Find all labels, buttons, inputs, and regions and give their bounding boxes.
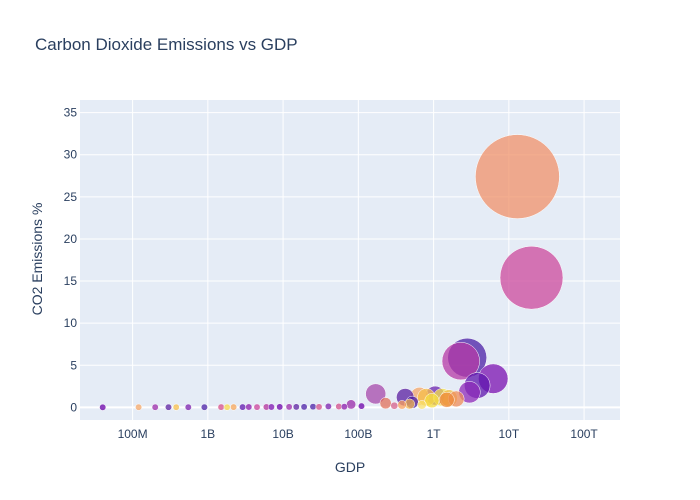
data-point[interactable] <box>358 402 365 410</box>
data-point[interactable] <box>172 403 180 411</box>
data-point[interactable] <box>285 403 293 411</box>
data-point[interactable] <box>340 403 348 411</box>
y-tick-label: 25 <box>64 190 78 204</box>
y-tick-label: 5 <box>70 358 77 372</box>
data-point[interactable] <box>276 403 284 411</box>
y-tick-label: 10 <box>64 316 78 330</box>
data-point[interactable] <box>475 134 560 219</box>
x-tick-label: 10T <box>499 427 520 441</box>
y-tick-label: 15 <box>64 274 78 288</box>
data-point[interactable] <box>365 383 387 405</box>
data-point[interactable] <box>200 403 208 411</box>
x-tick-label: 10B <box>272 427 293 441</box>
data-point[interactable] <box>300 403 308 411</box>
data-point[interactable] <box>99 403 107 411</box>
y-axis-title: CO2 Emissions % <box>29 203 45 316</box>
y-tick-label: 35 <box>64 106 78 120</box>
data-point[interactable] <box>499 245 564 310</box>
data-point[interactable] <box>267 403 275 411</box>
bubbles <box>99 134 564 411</box>
data-point[interactable] <box>217 403 225 411</box>
chart-title: Carbon Dioxide Emissions vs GDP <box>35 35 298 54</box>
data-point[interactable] <box>397 400 407 410</box>
data-point[interactable] <box>135 403 143 411</box>
data-point[interactable] <box>223 403 231 411</box>
data-point[interactable] <box>239 403 247 411</box>
data-point[interactable] <box>438 391 455 408</box>
data-point[interactable] <box>253 403 261 411</box>
y-tick-label: 20 <box>64 232 78 246</box>
x-axis-title: GDP <box>335 459 365 475</box>
x-tick-label: 100T <box>570 427 598 441</box>
data-point[interactable] <box>390 401 399 410</box>
y-tick-label: 30 <box>64 148 78 162</box>
y-axis-ticks: 0 5 10 15 20 25 30 35 <box>64 106 78 415</box>
data-point[interactable] <box>424 393 440 409</box>
x-axis-ticks: 100M 1B 10B 100B 1T 10T 100T <box>118 427 599 441</box>
x-tick-label: 100B <box>344 427 372 441</box>
data-point[interactable] <box>346 399 357 410</box>
data-point[interactable] <box>184 403 192 411</box>
data-point[interactable] <box>379 397 392 410</box>
data-point[interactable] <box>151 403 159 411</box>
data-point[interactable] <box>315 403 323 411</box>
y-tick-label: 0 <box>70 400 77 414</box>
data-point[interactable] <box>324 402 332 410</box>
data-point[interactable] <box>292 403 300 411</box>
data-point[interactable] <box>417 400 427 410</box>
data-point[interactable] <box>441 342 480 381</box>
x-tick-label: 100M <box>118 427 148 441</box>
data-point[interactable] <box>230 403 238 411</box>
data-point[interactable] <box>309 403 317 411</box>
data-point[interactable] <box>245 403 253 411</box>
data-point[interactable] <box>165 403 172 411</box>
x-tick-label: 1B <box>201 427 216 441</box>
x-tick-label: 1T <box>427 427 442 441</box>
